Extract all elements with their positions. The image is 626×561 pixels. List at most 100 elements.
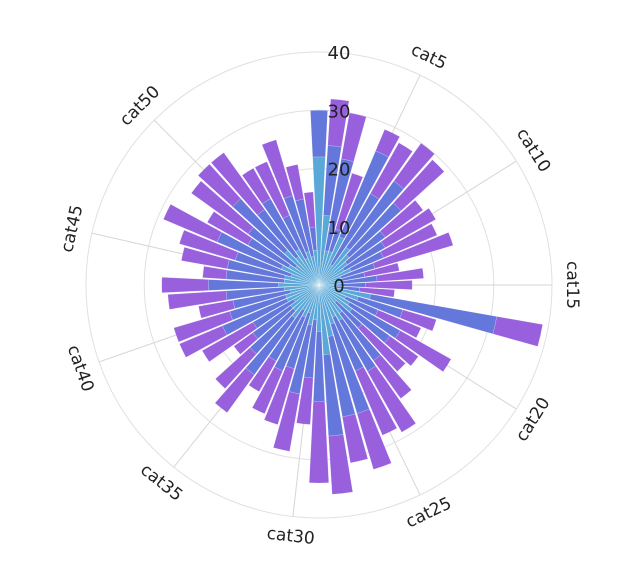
bar-cat4-series-3 (335, 172, 364, 232)
bar-cat33-series-3 (251, 366, 284, 415)
category-label-cat15: cat15 (562, 261, 582, 309)
bar-cat47-series-3 (163, 203, 223, 243)
bar-cat17-series-3 (492, 316, 543, 347)
bar-cat34-series-3 (248, 356, 277, 393)
bar-cat55-series-2 (295, 198, 315, 258)
radial-tick-layer: 0 10 20 30 40 (328, 43, 351, 297)
bar-cat45-series-3 (181, 246, 230, 270)
bar-cat54-series-3 (261, 139, 293, 199)
bar-cat7-series-3 (393, 142, 435, 190)
bar-cat44-series-2 (225, 269, 285, 284)
bar-cat19-series-3 (374, 309, 422, 339)
bar-cat41-series-2 (232, 289, 292, 309)
bar-cat23-series-2 (339, 310, 381, 361)
bar-cat52-series-3 (241, 167, 271, 205)
radial-tick-30: 30 (328, 101, 351, 122)
bar-cat25-series-3 (354, 366, 398, 436)
bar-cat38-series-3 (201, 321, 258, 363)
bar-cat51-series-3 (210, 152, 265, 216)
bar-cat15-series-3 (365, 280, 413, 290)
bar-cat31-series-2 (288, 323, 313, 395)
bar-cat19-series-2 (344, 295, 379, 316)
bar-cat6-series-2 (330, 193, 380, 267)
bar-cat42-series-3 (167, 290, 228, 310)
bar-cat46-series-2 (234, 251, 293, 278)
bar-cat32-series-2 (285, 311, 312, 370)
bar-cat42-series-2 (225, 286, 285, 301)
bar-cat27-series-3 (342, 413, 369, 464)
bar-cat45-series-2 (226, 259, 286, 280)
bar-cat33-series-2 (274, 315, 306, 372)
bar-cat26-series-2 (330, 322, 370, 414)
bar-cat24-series-3 (367, 365, 417, 433)
bar-cat20-series-3 (395, 330, 452, 373)
bar-cat48-series-2 (247, 237, 291, 269)
category-label-cat45: cat45 (57, 203, 87, 254)
bar-cat40-series-3 (173, 311, 233, 343)
bar-cat28-series-3 (328, 434, 354, 495)
bar-cat3-series-3 (341, 112, 367, 162)
category-label-cat40: cat40 (63, 343, 98, 395)
bar-cat50-series-2 (232, 198, 289, 255)
bar-cat27-series-2 (327, 335, 356, 418)
radial-tick-10: 10 (328, 218, 351, 239)
bar-cat53-series-3 (254, 161, 290, 219)
bar-cat8-series-3 (392, 159, 445, 212)
bar-cat12-series-3 (372, 232, 454, 269)
bar-cat17-series-2 (369, 293, 498, 335)
bar-cat8-series-2 (346, 202, 402, 258)
bar-cat48-series-3 (206, 211, 253, 246)
bar-cat56-series-3 (303, 191, 316, 228)
bar-cat51-series-2 (257, 209, 299, 260)
bar-cat29-series-3 (308, 401, 330, 484)
category-label-cat20: cat20 (512, 394, 555, 445)
bar-cat32-series-3 (263, 365, 295, 425)
bar-cat21-series-3 (384, 335, 419, 367)
bar-cat5-series-1 (318, 236, 345, 286)
radial-tick-40: 40 (328, 43, 351, 64)
bar-cat28-series-2 (323, 353, 344, 437)
bar-cat55-series-3 (285, 164, 305, 202)
bar-cat13-series-3 (363, 262, 400, 278)
bar-cat4-series-2 (328, 228, 342, 253)
bar-cat41-series-3 (198, 299, 236, 319)
bar-cat29-series-1 (316, 284, 322, 332)
category-label-cat10: cat10 (512, 125, 555, 176)
bar-cat2-series-2 (323, 145, 342, 217)
bar-cat9-series-3 (379, 199, 424, 238)
bar-cat29-series-2 (312, 331, 326, 402)
bar-cat54-series-2 (283, 195, 310, 253)
bars-layer (161, 98, 543, 495)
bar-cat35-series-3 (214, 367, 255, 414)
bar-cat56-series-2 (309, 226, 318, 251)
bar-cat3-series-2 (324, 158, 354, 252)
category-label-cat35: cat35 (136, 460, 186, 506)
bar-cat39-series-2 (222, 298, 289, 336)
bar-cat22-series-3 (357, 323, 406, 372)
bar-cat12-series-2 (340, 262, 376, 279)
bar-cat39-series-3 (179, 325, 228, 358)
bar-cat10-series-3 (380, 207, 437, 249)
bar-cat46-series-3 (179, 229, 239, 261)
radial-tick-20: 20 (328, 160, 351, 181)
category-label-cat5: cat5 (408, 40, 450, 74)
bar-cat30-series-3 (296, 376, 314, 425)
bar-cat37-series-2 (252, 305, 294, 340)
bar-cat9-series-2 (344, 230, 386, 265)
bar-cat31-series-3 (273, 391, 301, 452)
bar-cat25-series-2 (332, 315, 364, 372)
bar-cat11-series-3 (380, 223, 438, 259)
bar-cat53-series-1 (304, 257, 320, 286)
bar-cat18-series-2 (356, 296, 404, 319)
bar-cat36-series-3 (215, 347, 257, 389)
bar-cat26-series-3 (356, 408, 392, 470)
category-label-cat30: cat30 (266, 524, 316, 549)
bar-cat8-series-1 (318, 254, 350, 286)
bar-cat16-series-3 (358, 287, 395, 298)
radial-tick-0: 0 (333, 276, 344, 297)
bar-cat40-series-2 (229, 294, 287, 321)
bar-cat14-series-3 (376, 267, 424, 282)
bar-cat18-series-3 (399, 309, 437, 332)
